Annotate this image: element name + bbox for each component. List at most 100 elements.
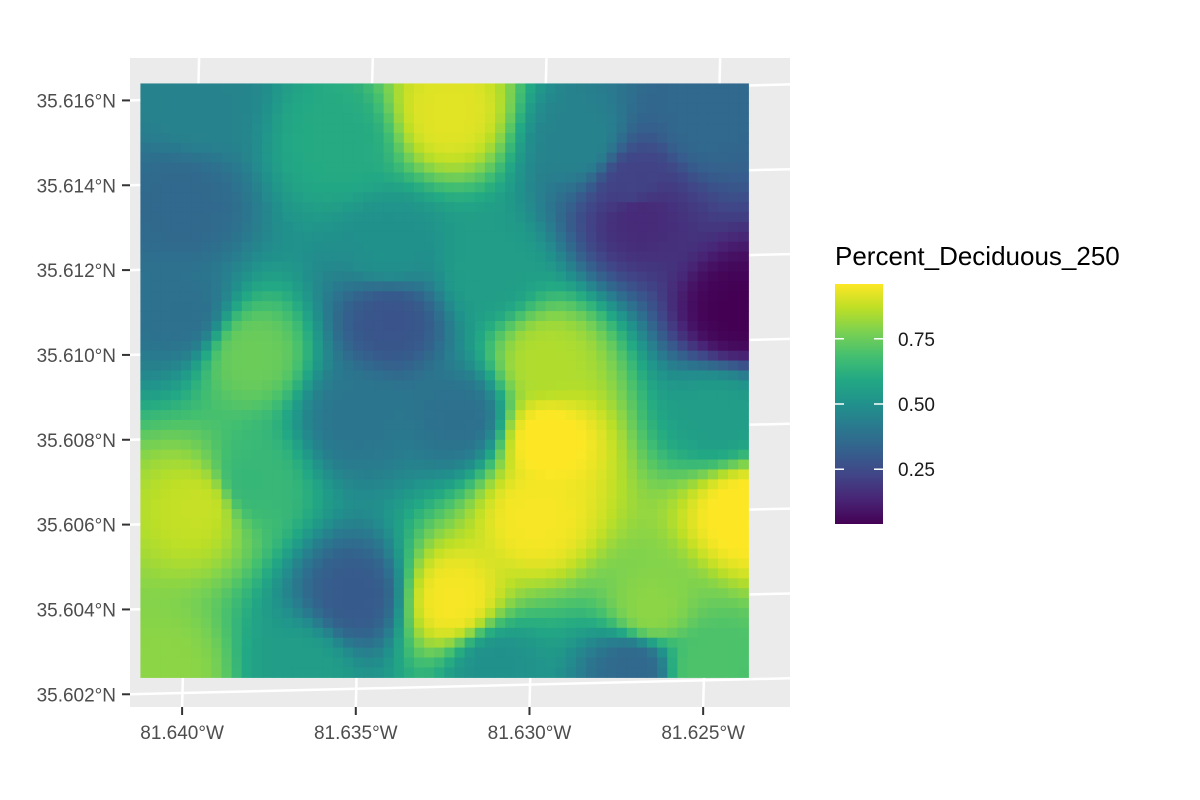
raster-cell xyxy=(413,419,425,431)
raster-cell xyxy=(728,172,739,184)
raster-cell xyxy=(647,271,658,283)
raster-cell xyxy=(201,311,212,322)
raster-cell xyxy=(535,647,547,659)
raster-cell xyxy=(424,172,435,184)
raster-cell xyxy=(667,93,678,104)
raster-cell xyxy=(596,132,608,144)
raster-cell xyxy=(201,518,212,530)
raster-cell xyxy=(586,538,597,550)
raster-cell xyxy=(150,538,162,550)
raster-cell xyxy=(312,647,324,659)
raster-cell xyxy=(677,647,689,659)
raster-cell xyxy=(353,320,364,332)
raster-cell xyxy=(343,578,354,589)
raster-cell xyxy=(657,251,668,263)
raster-cell xyxy=(424,360,435,372)
raster-cell xyxy=(636,558,648,570)
raster-cell xyxy=(413,528,425,540)
raster-cell xyxy=(272,528,283,540)
raster-cell xyxy=(343,113,354,124)
raster-cell xyxy=(322,568,334,579)
raster-cell xyxy=(272,241,283,253)
raster-cell xyxy=(403,360,415,372)
raster-cell xyxy=(535,390,547,401)
raster-cell xyxy=(616,558,628,570)
raster-cell xyxy=(505,123,516,134)
raster-cell xyxy=(454,222,466,233)
raster-cell xyxy=(383,509,395,520)
raster-cell xyxy=(332,212,344,223)
raster-cell xyxy=(413,182,425,193)
raster-cell xyxy=(596,459,608,471)
raster-cell xyxy=(495,568,506,579)
raster-cell xyxy=(363,568,375,579)
raster-cell xyxy=(353,489,364,500)
raster-cell xyxy=(434,172,445,184)
raster-cell xyxy=(424,271,435,283)
raster-cell xyxy=(545,241,557,253)
raster-cell xyxy=(180,637,192,649)
raster-cell xyxy=(282,509,293,520)
raster-cell xyxy=(191,340,202,352)
raster-cell xyxy=(191,419,202,431)
raster-cell xyxy=(444,281,456,292)
raster-cell xyxy=(282,548,293,560)
raster-cell xyxy=(474,657,486,669)
raster-cell xyxy=(343,93,354,104)
raster-cell xyxy=(474,370,486,381)
raster-cell xyxy=(505,370,516,381)
raster-cell xyxy=(647,103,658,114)
raster-cell xyxy=(576,172,587,184)
raster-cell xyxy=(505,320,516,332)
raster-cell xyxy=(626,380,638,391)
raster-cell xyxy=(717,261,729,273)
raster-cell xyxy=(221,350,233,362)
raster-cell xyxy=(576,83,587,94)
raster-cell xyxy=(565,251,577,263)
raster-cell xyxy=(565,202,577,213)
raster-cell xyxy=(231,320,243,332)
raster-cell xyxy=(697,588,709,599)
raster-cell xyxy=(728,459,739,471)
raster-cell xyxy=(738,390,749,401)
raster-cell xyxy=(241,182,253,193)
y-axis: 35.602°N35.604°N35.606°N35.608°N35.610°N… xyxy=(37,91,130,706)
raster-cell xyxy=(262,172,273,184)
raster-cell xyxy=(221,241,233,253)
raster-cell xyxy=(717,499,729,510)
raster-cell xyxy=(515,667,527,678)
raster-cell xyxy=(150,132,162,144)
raster-cell xyxy=(636,251,648,263)
raster-cell xyxy=(292,489,304,500)
raster-cell xyxy=(626,509,638,520)
raster-cell xyxy=(545,588,557,599)
raster-cell xyxy=(302,598,314,609)
raster-cell xyxy=(363,281,375,292)
raster-cell xyxy=(717,182,729,193)
raster-cell xyxy=(302,93,314,104)
raster-cell xyxy=(697,172,709,184)
raster-cell xyxy=(403,499,415,510)
raster-cell xyxy=(403,439,415,451)
raster-cell xyxy=(495,291,506,302)
raster-cell xyxy=(515,410,527,421)
raster-cell xyxy=(373,202,385,213)
raster-cell xyxy=(353,499,364,510)
raster-cell xyxy=(545,330,557,342)
raster-cell xyxy=(636,320,648,332)
raster-cell xyxy=(515,509,527,520)
raster-cell xyxy=(667,360,678,372)
raster-cell xyxy=(140,132,152,144)
raster-cell xyxy=(373,311,385,322)
raster-cell xyxy=(525,657,537,669)
raster-cell xyxy=(312,538,324,550)
raster-cell xyxy=(586,410,597,421)
raster-cell xyxy=(454,588,466,599)
raster-cell xyxy=(403,608,415,619)
raster-cell xyxy=(221,608,233,619)
raster-cell xyxy=(596,182,608,193)
raster-cell xyxy=(282,350,293,362)
raster-cell xyxy=(373,608,385,619)
raster-cell xyxy=(616,123,628,134)
raster-cell xyxy=(657,588,668,599)
